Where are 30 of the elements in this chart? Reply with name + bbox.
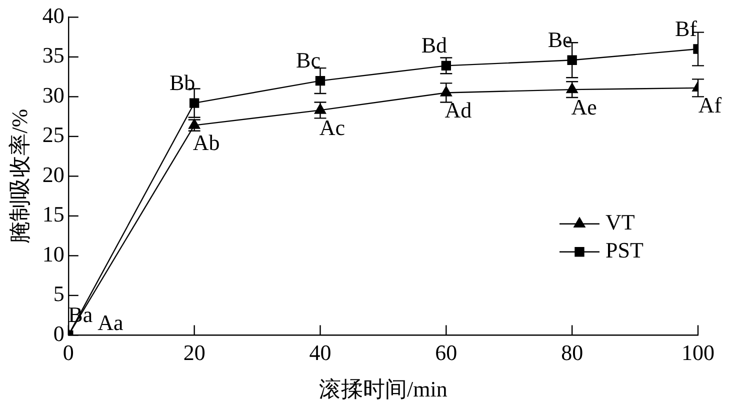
y-tick-label: 15: [42, 202, 64, 227]
point: [567, 55, 577, 65]
y-tick-label: 35: [42, 42, 64, 68]
legend-label: PST: [605, 238, 644, 263]
annotation: Bb: [169, 70, 196, 95]
annotation: Bc: [296, 48, 321, 73]
legend-label: VT: [605, 210, 636, 235]
annotation: Ae: [571, 94, 597, 120]
y-tick-label: 30: [42, 82, 64, 108]
x-tick-label: 100: [682, 340, 714, 366]
y-axis-title: 腌制吸收率/%: [6, 108, 32, 244]
annotation: Af: [698, 92, 722, 118]
annotation: Bd: [421, 32, 448, 58]
annotation: Ac: [319, 114, 346, 140]
y-tick-label: 10: [42, 241, 64, 266]
annotation: Ab: [192, 130, 220, 156]
x-tick-label: 60: [435, 340, 458, 366]
x-tick-label: 40: [309, 340, 332, 366]
y-tick-label: 5: [53, 281, 64, 306]
y-tick-label: 40: [42, 2, 64, 28]
annotation: Aa: [98, 310, 124, 335]
y-tick-label: 25: [42, 122, 64, 148]
annotation: Bf: [675, 16, 698, 41]
x-tick-label: 20: [183, 340, 206, 366]
x-axis-title: 滚揉时间/min: [319, 376, 448, 402]
annotation: Ad: [444, 98, 472, 123]
x-tick-label: 80: [561, 340, 584, 366]
annotation: Be: [548, 26, 572, 52]
y-tick-label: 0: [53, 320, 64, 346]
y-tick-label: 20: [42, 162, 64, 187]
